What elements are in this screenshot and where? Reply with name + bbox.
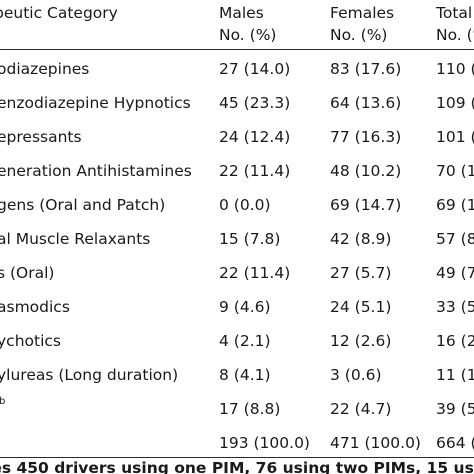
row-category: gens (Oral and Patch) <box>0 196 166 214</box>
row-category: ylureas (Long duration) <box>0 366 179 384</box>
row-category: asmodics <box>0 298 70 316</box>
row-females: 471 (100.0) <box>330 434 421 452</box>
header-males-title: Males <box>219 4 264 22</box>
row-males: 0 (0.0) <box>219 196 271 214</box>
row-total: 69 (1 <box>436 196 474 214</box>
row-females: 22 (4.7) <box>330 400 392 418</box>
table-footnote: ies 450 drivers using one PIM, 76 using … <box>0 459 474 474</box>
row-males: 22 (11.4) <box>219 264 291 282</box>
header-category-label: peutic Category <box>0 4 118 22</box>
row-total: 70 (1 <box>436 162 474 180</box>
row-category: al Muscle Relaxants <box>0 230 151 248</box>
header-males-unit: No. (%) <box>219 26 277 44</box>
row-category: enzodiazepine Hypnotics <box>0 94 191 112</box>
footer-rule <box>0 457 474 459</box>
row-males: 193 (100.0) <box>219 434 310 452</box>
header-females-unit: No. (%) <box>330 26 388 44</box>
header-category: peutic Category <box>0 2 118 24</box>
row-males: 4 (2.1) <box>219 332 271 350</box>
row-total: 57 (8 <box>436 230 474 248</box>
header-total: Total No. (% <box>436 2 474 46</box>
row-category: odiazepines <box>0 60 90 78</box>
header-females: Females No. (%) <box>330 2 394 46</box>
header-total-title: Total <box>436 4 473 22</box>
row-females: 42 (8.9) <box>330 230 392 248</box>
row-category: ychotics <box>0 332 61 350</box>
row-males: 8 (4.1) <box>219 366 271 384</box>
row-females: 27 (5.7) <box>330 264 392 282</box>
row-males: 17 (8.8) <box>219 400 281 418</box>
row-total: 109 ( <box>436 94 474 112</box>
row-category: eneration Antihistamines <box>0 162 192 180</box>
row-females: 3 (0.6) <box>330 366 382 384</box>
header-females-title: Females <box>330 4 395 22</box>
header-males: Males No. (%) <box>219 2 276 46</box>
row-males: 24 (12.4) <box>219 128 291 146</box>
row-category-superscript: b <box>0 396 6 407</box>
row-total: 39 (5 <box>436 400 474 418</box>
row-females: 83 (17.6) <box>330 60 402 78</box>
row-total: 101 ( <box>436 128 474 146</box>
row-females: 77 (16.3) <box>330 128 402 146</box>
row-females: 69 (14.7) <box>330 196 402 214</box>
row-category: epressants <box>0 128 82 146</box>
row-females: 24 (5.1) <box>330 298 392 316</box>
header-rule <box>0 49 474 51</box>
row-females: 48 (10.2) <box>330 162 402 180</box>
row-males: 27 (14.0) <box>219 60 291 78</box>
row-total: 33 (5 <box>436 298 474 316</box>
row-total: 16 (2 <box>436 332 474 350</box>
row-males: 22 (11.4) <box>219 162 291 180</box>
row-total: 11 (1 <box>436 366 474 384</box>
row-total: 664 ( <box>436 434 474 452</box>
row-females: 12 (2.6) <box>330 332 392 350</box>
row-males: 15 (7.8) <box>219 230 281 248</box>
row-category: s (Oral) <box>0 264 55 282</box>
row-females: 64 (13.6) <box>330 94 402 112</box>
row-total: 110 ( <box>436 60 474 78</box>
row-males: 9 (4.6) <box>219 298 271 316</box>
header-total-unit: No. (% <box>436 26 474 44</box>
row-total: 49 (7 <box>436 264 474 282</box>
row-males: 45 (23.3) <box>219 94 291 112</box>
